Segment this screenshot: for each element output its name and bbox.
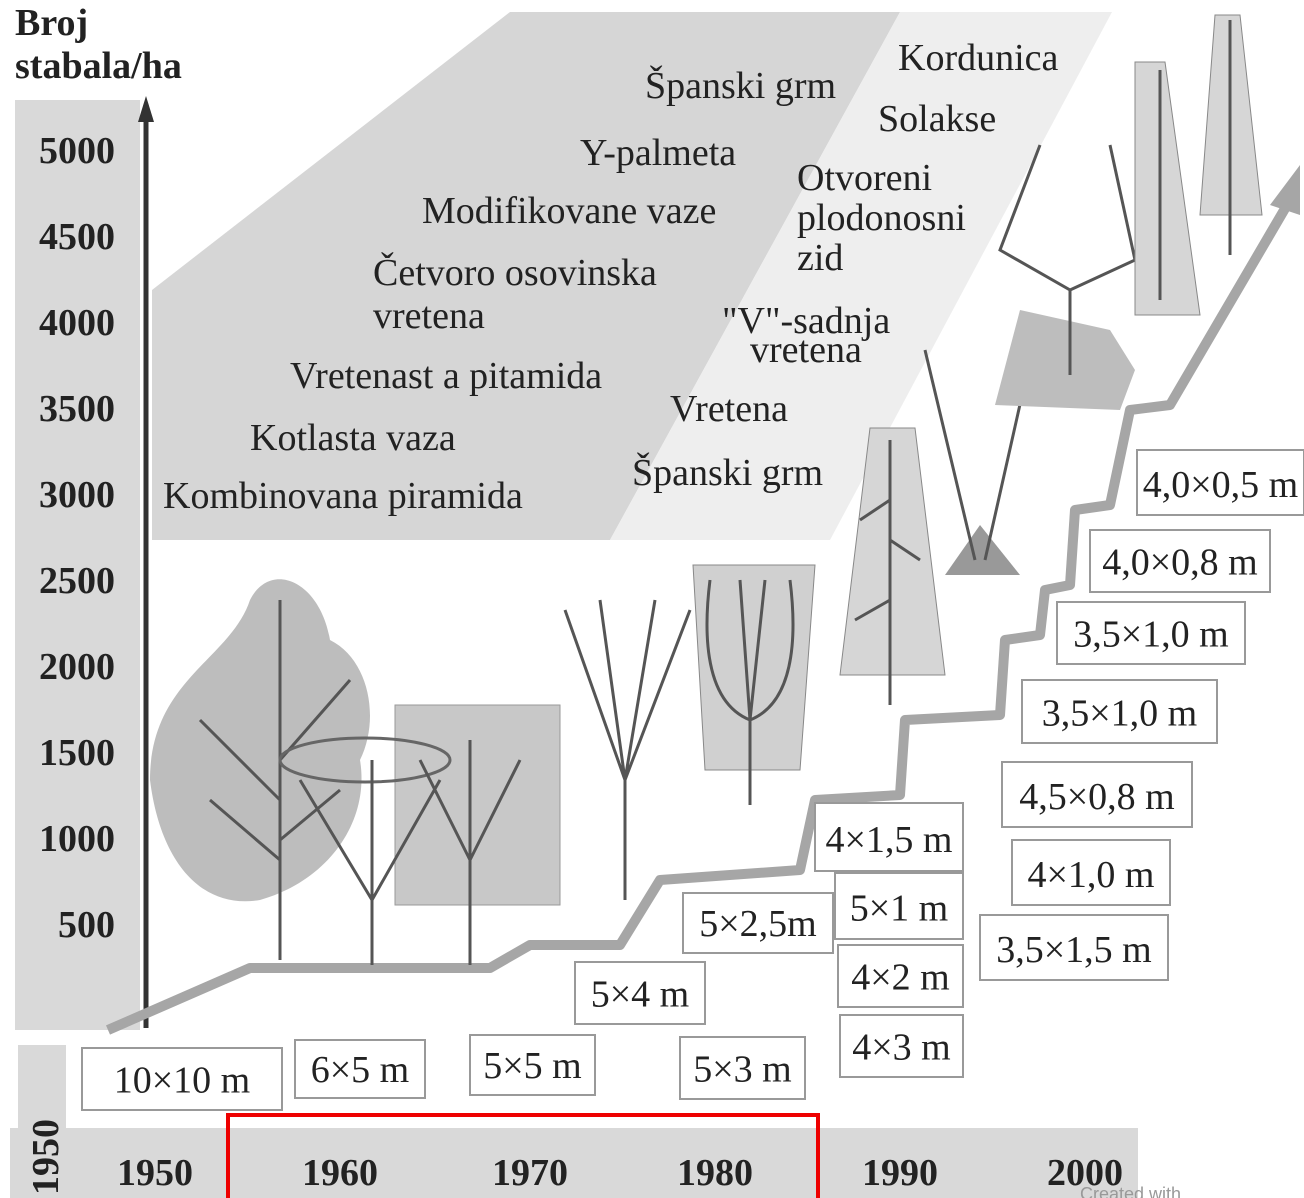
tree-solaxe (1135, 62, 1200, 315)
y-axis-label: 4500 (39, 216, 115, 258)
spacing-label: 4×3 m (852, 1027, 951, 1069)
y-axis-label: 500 (58, 904, 115, 946)
y-axis-title: Broj (15, 2, 88, 44)
spacing-label: 4×1,0 m (1028, 854, 1155, 896)
y-axis-label: 2500 (39, 560, 115, 602)
x-axis-label: 1950 (117, 1152, 193, 1194)
training-system-label: Y-palmeta (580, 132, 736, 174)
spacing-label: 3,5×1,5 m (996, 929, 1152, 971)
tree-ypalmette (565, 600, 690, 900)
spacing-label: 5×3 m (693, 1049, 792, 1091)
y-axis-label: 5000 (39, 130, 115, 172)
training-system-label: vretena (750, 329, 862, 371)
trend-arrowhead (1270, 165, 1300, 215)
infographic: Brojstabala/ha 5000 4500 4000 3500 3000 2500 20… (0, 0, 1304, 1198)
spacing-label: 5×4 m (591, 974, 690, 1016)
x-axis-label: 1990 (862, 1152, 938, 1194)
tree-wall-base (995, 310, 1135, 410)
x-axis-label: 1960 (302, 1152, 378, 1194)
spacing-label: 4,0×0,8 m (1102, 542, 1258, 584)
training-system-label: zid (797, 237, 843, 279)
training-system-label: Modifikovane vaze (422, 190, 716, 232)
spacing-label: 5×5 m (483, 1045, 582, 1087)
training-system-label: Španski grm (645, 65, 836, 107)
y-axis-label: 3000 (39, 474, 115, 516)
spacing-label: 4×1,5 m (826, 819, 953, 861)
x-axis-label: 1980 (677, 1152, 753, 1194)
training-system-label: Španski grm (632, 452, 823, 494)
training-system-label: Kordunica (898, 37, 1059, 79)
tree-v-base (945, 525, 1020, 575)
y-axis-arrowhead (138, 96, 154, 122)
training-system-label: Vretenast a pitamida (290, 355, 602, 397)
spacing-label: 10×10 m (114, 1060, 251, 1102)
y-axis-title: stabala/ha (15, 45, 182, 87)
spacing-label: 5×1 m (850, 888, 949, 930)
y-axis-label: 1500 (39, 732, 115, 774)
spacing-label: 4,5×0,8 m (1019, 776, 1175, 818)
training-system-label: Solakse (878, 98, 996, 140)
y-axis-label: 4000 (39, 302, 115, 344)
training-system-label: Otvoreni (797, 157, 932, 199)
spacing-label: 3,5×1,0 m (1073, 614, 1229, 656)
spacing-label: 4×2 m (851, 957, 950, 999)
rotated-year-label: 1950 (25, 1119, 67, 1195)
spacing-label: 3,5×1,0 m (1042, 692, 1198, 734)
training-system-label: Kotlasta vaza (250, 417, 456, 459)
training-system-label: vretena (373, 295, 485, 337)
x-axis-label: 1970 (492, 1152, 568, 1194)
y-axis-label: 3500 (39, 388, 115, 430)
spacing-label: 4,0×0,5 m (1143, 464, 1299, 506)
tree-box (395, 705, 560, 905)
spacing-label: 5×2,5m (699, 903, 817, 945)
watermark: Created with (1080, 1184, 1181, 1198)
y-axis-label: 2000 (39, 646, 115, 688)
training-system-label: Vretena (670, 388, 788, 430)
y-axis-label: 1000 (39, 818, 115, 860)
training-system-label: Kombinovana piramida (163, 475, 523, 517)
spacing-label: 6×5 m (311, 1049, 410, 1091)
training-system-label: Četvoro osovinska (373, 252, 657, 294)
training-system-label: plodonosni (797, 197, 966, 239)
